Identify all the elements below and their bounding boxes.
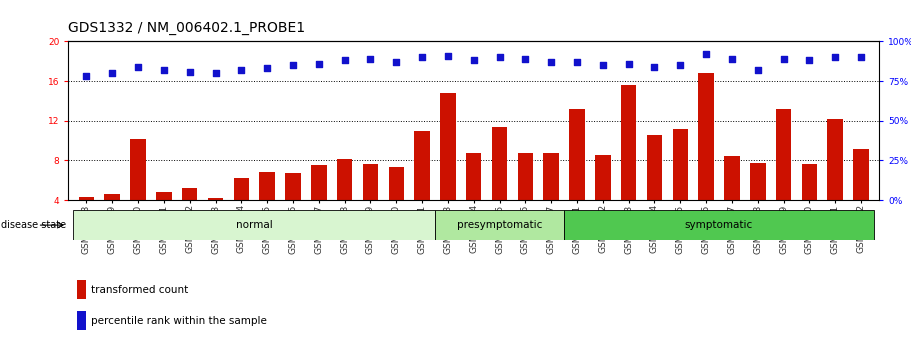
Bar	[388, 167, 404, 240]
Bar	[78, 197, 94, 240]
Point	[234, 67, 249, 73]
Bar	[337, 159, 353, 240]
Point	[131, 64, 146, 70]
Bar	[621, 85, 637, 240]
Text: disease state: disease state	[1, 220, 66, 230]
Bar	[699, 73, 714, 240]
Point	[260, 66, 274, 71]
Point	[802, 58, 816, 63]
Text: presymptomatic: presymptomatic	[456, 220, 542, 230]
Bar	[802, 164, 817, 240]
Bar	[569, 109, 585, 240]
Bar	[208, 198, 223, 240]
Point	[363, 56, 378, 62]
Point	[157, 67, 171, 73]
Point	[647, 64, 661, 70]
Text: normal: normal	[236, 220, 272, 230]
Point	[596, 62, 610, 68]
Bar	[466, 154, 482, 240]
Point	[312, 61, 326, 66]
Bar	[647, 135, 662, 240]
Point	[79, 73, 94, 79]
Bar	[750, 164, 765, 240]
Point	[415, 55, 429, 60]
Bar	[440, 93, 456, 240]
Point	[699, 51, 713, 57]
Point	[286, 62, 301, 68]
Bar	[77, 280, 87, 299]
Bar	[156, 192, 171, 240]
Point	[854, 55, 868, 60]
Point	[182, 69, 197, 74]
Point	[724, 56, 739, 62]
Bar	[595, 156, 610, 240]
Point	[828, 55, 843, 60]
Text: transformed count: transformed count	[90, 285, 188, 295]
Bar	[77, 311, 87, 330]
Point	[776, 56, 791, 62]
Bar	[564, 210, 874, 240]
Bar	[130, 139, 146, 240]
Bar	[544, 154, 559, 240]
Bar	[492, 127, 507, 240]
Bar	[233, 178, 249, 240]
Bar	[311, 165, 326, 240]
Point	[751, 67, 765, 73]
Bar	[74, 210, 435, 240]
Point	[544, 59, 558, 65]
Point	[441, 53, 456, 58]
Bar	[415, 131, 430, 240]
Bar	[827, 119, 843, 240]
Point	[389, 59, 404, 65]
Bar	[517, 154, 533, 240]
Text: GDS1332 / NM_006402.1_PROBE1: GDS1332 / NM_006402.1_PROBE1	[68, 21, 305, 35]
Point	[492, 55, 507, 60]
Point	[518, 56, 533, 62]
Bar	[724, 156, 740, 240]
Bar	[182, 188, 198, 240]
Bar	[260, 172, 275, 240]
Bar	[285, 173, 301, 240]
Bar	[776, 109, 792, 240]
Point	[105, 70, 119, 76]
Point	[621, 61, 636, 66]
Text: symptomatic: symptomatic	[685, 220, 753, 230]
Bar	[672, 129, 688, 240]
Point	[209, 70, 223, 76]
Point	[569, 59, 584, 65]
Bar	[854, 148, 869, 240]
Point	[466, 58, 481, 63]
Bar	[435, 210, 564, 240]
Point	[673, 62, 688, 68]
Point	[337, 58, 352, 63]
Bar	[363, 164, 378, 240]
Text: percentile rank within the sample: percentile rank within the sample	[90, 316, 266, 326]
Bar	[105, 194, 120, 240]
